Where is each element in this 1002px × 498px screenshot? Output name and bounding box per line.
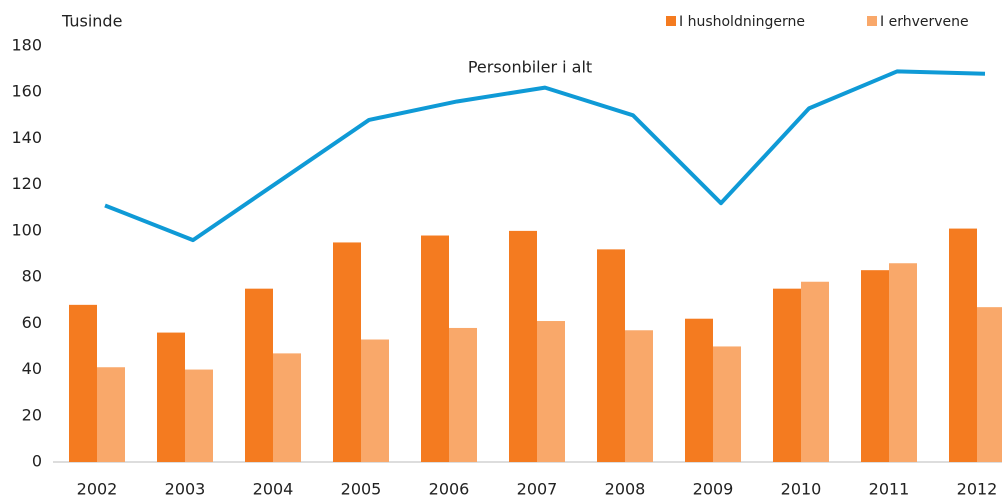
y-axis-label: Tusinde [61,12,122,31]
legend-swatch [666,16,676,26]
y-tick-label: 160 [11,82,42,101]
x-tick-label: 2006 [429,480,470,498]
bar [333,242,361,462]
bar [597,249,625,462]
bar [421,235,449,462]
x-tick-label: 2011 [869,480,910,498]
line-annotation: Personbiler i alt [468,58,592,77]
bar [449,327,477,462]
x-tick-label: 2005 [341,480,382,498]
bar [949,228,977,462]
y-tick-label: 100 [11,220,42,239]
legend-label: I erhvervene [880,14,969,30]
y-tick-label: 80 [22,267,42,286]
bar [773,288,801,462]
y-tick-label: 120 [11,174,42,193]
bar [69,304,97,462]
x-tick-label: 2003 [165,480,206,498]
x-tick-label: 2012 [957,480,998,498]
bar [625,330,653,462]
bar [713,346,741,462]
bar [185,369,213,462]
bar [361,339,389,462]
x-tick-label: 2002 [77,480,118,498]
bar [889,263,917,462]
bar [801,281,829,462]
bar [97,367,125,462]
bar [509,230,537,462]
y-tick-label: 40 [22,359,42,378]
bar [861,270,889,462]
bar [977,307,1002,462]
bar [537,321,565,462]
x-tick-label: 2007 [517,480,558,498]
x-tick-label: 2004 [253,480,294,498]
line [104,69,986,243]
bar [685,318,713,462]
legend-label: I husholdningerne [679,14,805,30]
y-tick-label: 180 [11,36,42,55]
y-tick-label: 140 [11,128,42,147]
y-tick-label: 60 [22,313,42,332]
bar [245,288,273,462]
x-tick-label: 2008 [605,480,646,498]
y-tick-label: 0 [32,452,42,471]
x-tick-label: 2010 [781,480,822,498]
legend-swatch [867,16,877,26]
y-tick-label: 20 [22,405,42,424]
bar [273,353,301,462]
bar [157,332,185,462]
x-tick-label: 2009 [693,480,734,498]
